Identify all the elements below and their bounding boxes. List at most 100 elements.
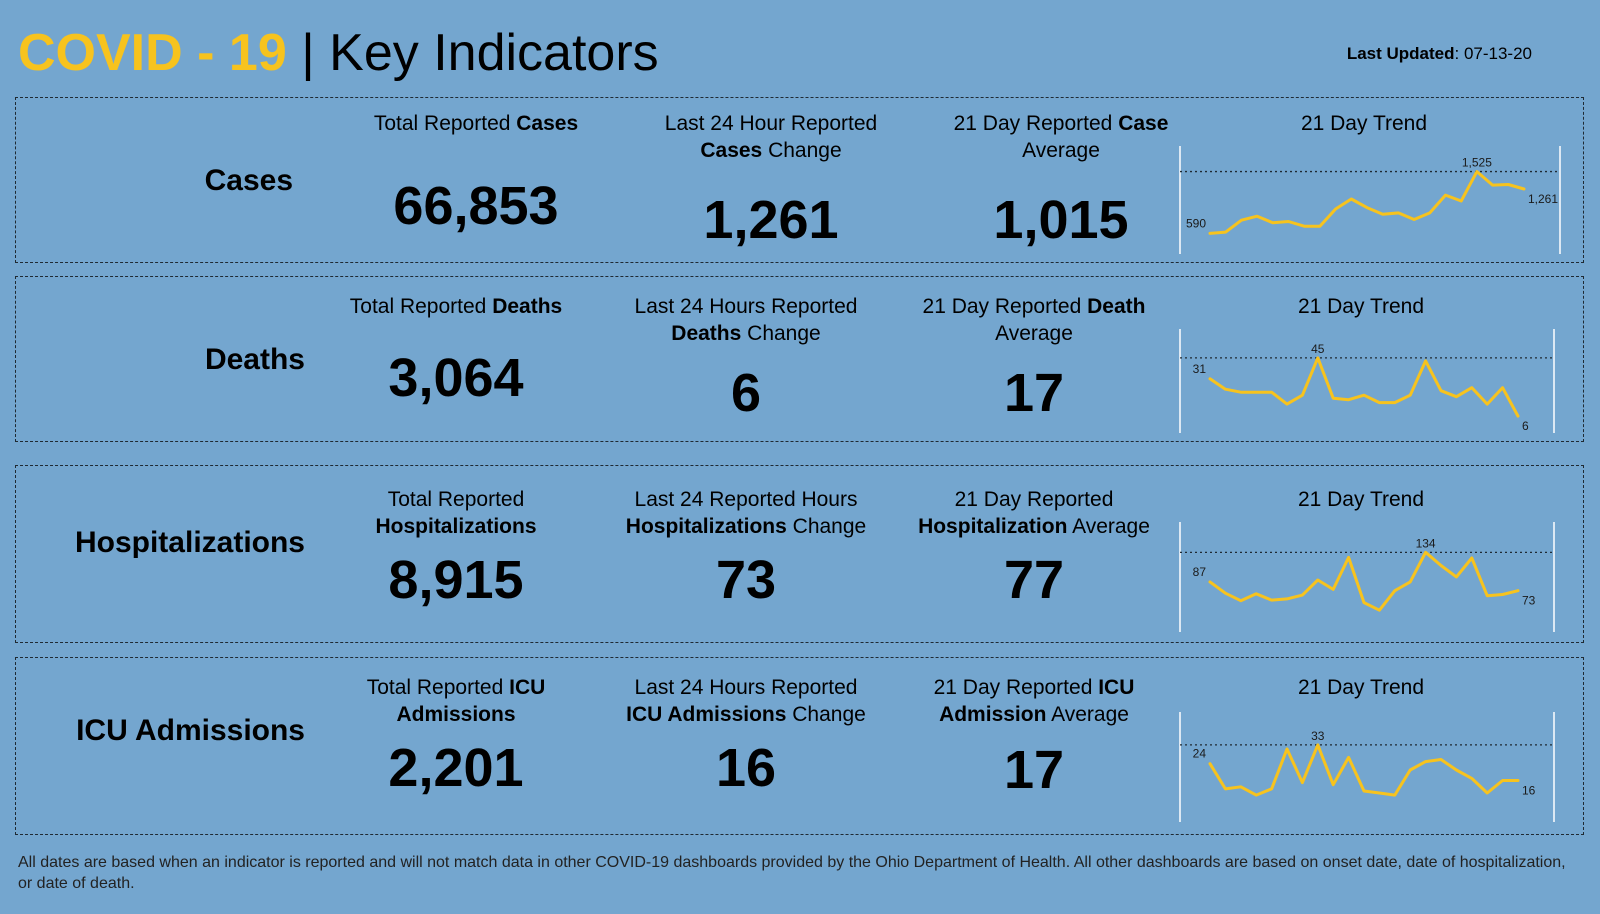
last-updated-value: : 07-13-20 (1454, 44, 1533, 63)
icu-trend-chart: 24 33 16 (1179, 712, 1555, 822)
total-cases-value: 66,853 (393, 176, 559, 236)
hospitalizations-average-header-bold: Hospitalization (918, 515, 1068, 538)
cases-change-stat: Last 24 Hour Reported Cases Change 1,261 (606, 110, 936, 260)
deaths-change-header-l1: Last 24 Hours Reported (634, 295, 858, 318)
cases-average-stat: 21 Day Reported Case Average 1,015 (896, 110, 1226, 260)
icu-average-stat: 21 Day Reported ICU Admission Average 17 (884, 674, 1184, 829)
deaths-trend-first-label: 31 (1193, 362, 1207, 376)
cases-trend-first-label: 590 (1186, 216, 1206, 230)
hospitalizations-change-header-l1: Last 24 Reported Hours (634, 488, 858, 511)
total-deaths-value: 3,064 (388, 348, 524, 408)
hospitalizations-average-value: 77 (1003, 550, 1065, 610)
hospitalizations-average-stat: 21 Day Reported Hospitalization Average 7… (874, 486, 1194, 641)
hospitalizations-trend-first-label: 87 (1193, 565, 1207, 579)
total-hospitalizations-value: 8,915 (388, 550, 524, 610)
icu-trend-last-label: 16 (1522, 783, 1536, 797)
icu-average-header-bold: ICU (1098, 676, 1135, 699)
icu-average-header-bold-l2: Admission (939, 703, 1047, 726)
icu-change-header-bold: ICU Admissions (626, 703, 787, 726)
cases-average-header-text: 21 Day Reported (953, 112, 1119, 135)
deaths-panel: Deaths Total Reported Deaths 3,064 Last … (15, 276, 1584, 442)
footnote: All dates are based when an indicator is… (18, 854, 1566, 892)
page-header: COVID - 19 | Key Indicators (18, 18, 659, 88)
cases-trend-last-label: 1,261 (1528, 192, 1558, 206)
total-deaths-header-bold: Deaths (492, 295, 563, 318)
panel-label-deaths: Deaths (204, 343, 305, 376)
cases-panel: Cases Total Reported Cases 66,853 Last 2… (15, 97, 1584, 263)
hospitalizations-change-header-post: Change (786, 515, 867, 538)
hospitalizations-trend-max-label: 134 (1416, 536, 1436, 550)
total-hospitalizations-header-text: Total Reported (387, 488, 525, 511)
panel-label-hospitalizations: Hospitalizations (74, 526, 305, 559)
deaths-trend-last-label: 6 (1522, 419, 1529, 433)
cases-change-header-post: Change (762, 139, 842, 162)
hospitalizations-average-header-text: 21 Day Reported (954, 488, 1114, 511)
total-cases-stat: Total Reported Cases 66,853 (326, 110, 626, 260)
deaths-average-header: 21 Day Reported Death Average (884, 293, 1184, 347)
total-cases-header-text: Total Reported (373, 112, 517, 135)
cases-change-header-l1: Last 24 Hour Reported (664, 112, 878, 135)
deaths-change-stat: Last 24 Hours Reported Deaths Change 6 (596, 293, 896, 443)
total-cases-header-bold: Cases (516, 112, 579, 135)
last-updated: Last Updated: 07-13-20 (1347, 44, 1532, 64)
cases-change-header-bold: Cases (700, 139, 763, 162)
icu-trend-title: 21 Day Trend (1297, 676, 1425, 699)
hospitalizations-average-header-l2: Average (1067, 515, 1150, 538)
deaths-average-stat: 21 Day Reported Death Average 17 (884, 293, 1184, 443)
icu-change-header: Last 24 Hours Reported ICU Admissions Cha… (586, 674, 906, 728)
deaths-trend-max-label: 45 (1311, 342, 1325, 356)
total-icu-header-text: Total Reported (366, 676, 510, 699)
hospitalizations-trend-title: 21 Day Trend (1297, 488, 1425, 511)
last-updated-label: Last Updated (1346, 44, 1455, 63)
deaths-change-header-bold: Deaths (671, 322, 742, 345)
deaths-trend-chart: 31 45 6 (1179, 329, 1555, 433)
total-hospitalizations-stat: Total Reported Hospitalizations 8,915 (306, 486, 606, 641)
cases-trend-series-line (1208, 170, 1526, 235)
total-hospitalizations-header-bold: Hospitalizations (375, 515, 537, 538)
deaths-change-value: 6 (730, 363, 762, 423)
total-cases-header: Total Reported Cases (326, 110, 626, 137)
hospitalizations-change-value: 73 (715, 550, 777, 610)
deaths-change-header: Last 24 Hours Reported Deaths Change (596, 293, 896, 347)
total-hospitalizations-header: Total Reported Hospitalizations (306, 486, 606, 540)
deaths-average-header-bold: Death (1087, 295, 1146, 318)
icu-average-value: 17 (1003, 740, 1065, 800)
total-icu-header: Total Reported ICU Admissions (306, 674, 606, 728)
cases-trend-chart: 590 1,525 1,261 (1179, 146, 1561, 254)
total-deaths-header: Total Reported Deaths (306, 293, 606, 320)
panel-label-icu-admissions: ICU Admissions (76, 714, 305, 747)
deaths-average-value: 17 (1003, 363, 1065, 423)
hospitalizations-change-header: Last 24 Reported Hours Hospitalizations C… (586, 486, 906, 540)
icu-panel: ICU Admissions Total Reported ICU Admissi… (15, 657, 1584, 835)
title-covid: COVID - 19 (18, 24, 287, 82)
total-icu-header-bold: ICU (509, 676, 546, 699)
title-separator: | (301, 24, 315, 82)
cases-change-header: Last 24 Hour Reported Cases Change (606, 110, 936, 164)
deaths-trend-series-line (1208, 356, 1520, 418)
icu-change-header-post: Change (786, 703, 866, 726)
deaths-trend-title: 21 Day Trend (1297, 295, 1425, 318)
hospitalizations-trend-series-line (1208, 550, 1520, 612)
icu-average-header: 21 Day Reported ICU Admission Average (884, 674, 1184, 728)
icu-change-value: 16 (715, 738, 777, 798)
total-deaths-stat: Total Reported Deaths 3,064 (306, 293, 606, 443)
title-key-indicators: Key Indicators (329, 24, 659, 82)
cases-average-header-l2: Average (1022, 139, 1100, 162)
deaths-average-header-l2: Average (995, 322, 1073, 345)
icu-trend-first-label: 24 (1193, 747, 1207, 761)
hospitalizations-change-stat: Last 24 Reported Hours Hospitalizations C… (586, 486, 906, 641)
hospitalizations-trend-last-label: 73 (1522, 594, 1536, 608)
page-title: COVID - 19 | Key Indicators (18, 18, 659, 88)
cases-trend-title: 21 Day Trend (1300, 112, 1428, 135)
hospitalizations-trend-chart: 87 134 73 (1179, 522, 1555, 632)
total-icu-stat: Total Reported ICU Admissions 2,201 (306, 674, 606, 829)
total-icu-value: 2,201 (388, 738, 524, 798)
hospitalizations-change-header-bold: Hospitalizations (625, 515, 787, 538)
cases-average-header: 21 Day Reported Case Average (896, 110, 1226, 164)
hospitalizations-panel: Hospitalizations Total Reported Hospitali… (15, 465, 1584, 643)
icu-average-header-post: Average (1046, 703, 1129, 726)
icu-trend-max-label: 33 (1311, 729, 1325, 743)
icu-average-header-text: 21 Day Reported (933, 676, 1099, 699)
total-icu-header-bold-l2: Admissions (396, 703, 516, 726)
cases-average-value: 1,015 (993, 190, 1129, 250)
